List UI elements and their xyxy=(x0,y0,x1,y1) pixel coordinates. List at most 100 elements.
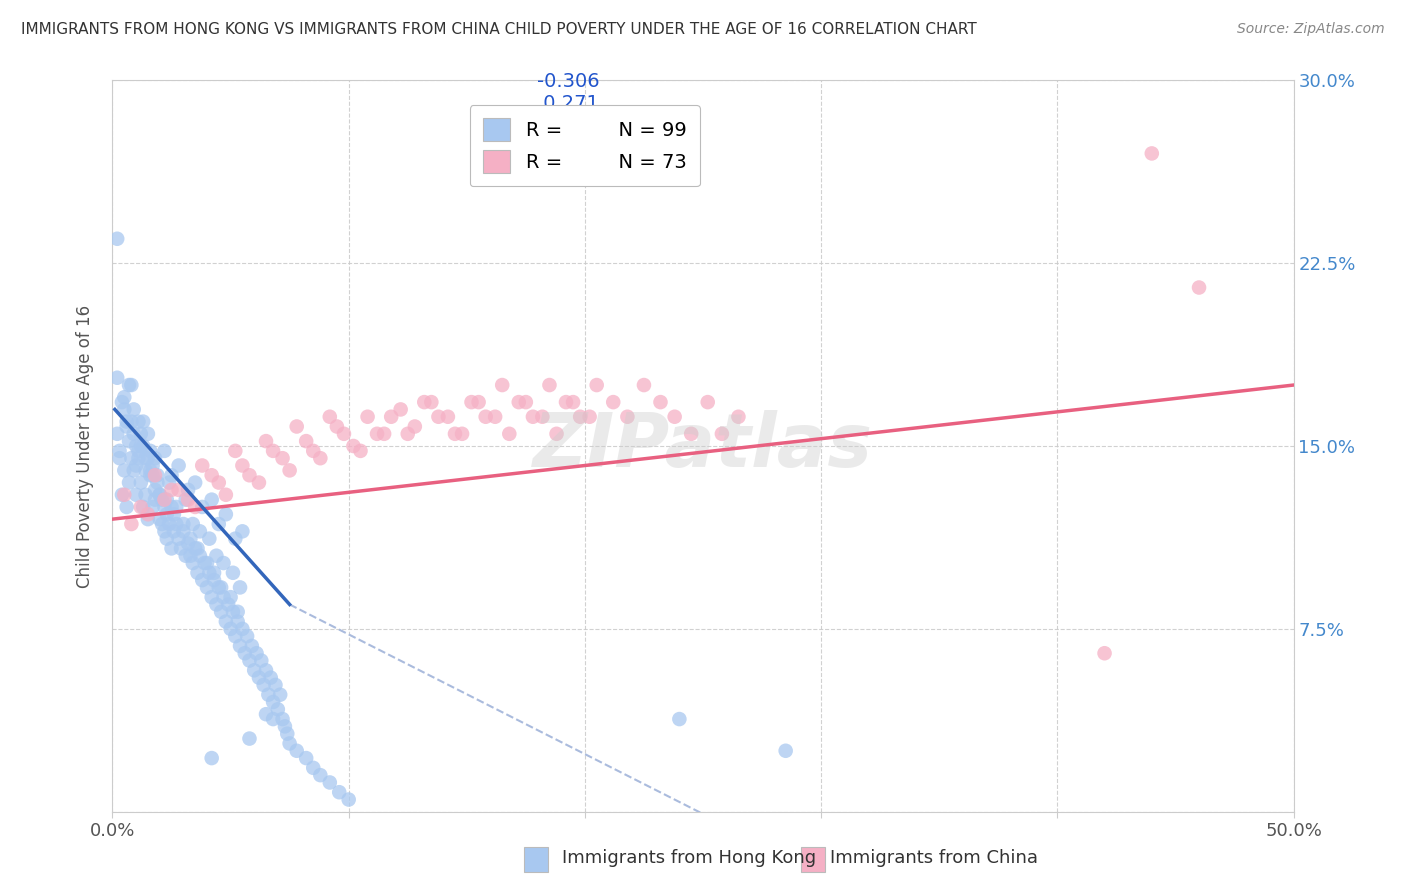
Point xyxy=(149,512,172,526)
Point xyxy=(389,402,412,417)
Point xyxy=(1188,280,1211,294)
Point xyxy=(226,605,249,619)
Point xyxy=(205,549,228,563)
Point xyxy=(120,415,142,429)
Point xyxy=(222,566,245,580)
Point xyxy=(143,468,166,483)
Point xyxy=(184,541,207,556)
Point xyxy=(188,524,211,539)
Point xyxy=(217,598,239,612)
Point xyxy=(555,395,578,409)
Point xyxy=(215,508,238,522)
Point xyxy=(127,415,149,429)
Point xyxy=(285,744,308,758)
Point xyxy=(491,378,513,392)
Point xyxy=(326,419,349,434)
Point xyxy=(328,785,350,799)
Point xyxy=(127,451,149,466)
Y-axis label: Child Poverty Under the Age of 16: Child Poverty Under the Age of 16 xyxy=(76,304,94,588)
Point xyxy=(474,409,496,424)
Point xyxy=(208,475,231,490)
Point xyxy=(139,443,162,458)
Legend: R =         N = 99, R =         N = 73: R = N = 99, R = N = 73 xyxy=(470,104,700,186)
Point xyxy=(201,468,224,483)
Point xyxy=(231,524,253,539)
Point xyxy=(201,590,224,604)
Point xyxy=(267,702,290,716)
Point xyxy=(146,475,169,490)
Point xyxy=(115,500,138,514)
Point xyxy=(309,768,332,782)
Point xyxy=(143,451,166,466)
Point xyxy=(215,488,238,502)
Point xyxy=(420,395,443,409)
Point xyxy=(274,719,297,733)
Point xyxy=(122,463,145,477)
Point xyxy=(186,541,208,556)
Point xyxy=(143,492,166,507)
Point xyxy=(150,492,173,507)
Point xyxy=(194,556,217,570)
Point xyxy=(111,488,134,502)
Point xyxy=(668,712,690,726)
Point xyxy=(396,426,419,441)
Point xyxy=(149,488,172,502)
Point xyxy=(177,483,200,497)
Point xyxy=(174,549,197,563)
Point xyxy=(602,395,624,409)
Point xyxy=(1140,146,1163,161)
Point xyxy=(108,443,131,458)
Point xyxy=(254,434,277,449)
Point xyxy=(233,646,256,660)
Point xyxy=(146,468,169,483)
Point xyxy=(337,792,360,806)
Point xyxy=(231,622,253,636)
Point xyxy=(460,395,482,409)
Point xyxy=(285,419,308,434)
Point xyxy=(160,483,183,497)
Point xyxy=(191,458,214,473)
Point xyxy=(413,395,436,409)
Point xyxy=(139,463,162,477)
Point xyxy=(569,409,592,424)
Point xyxy=(172,516,194,531)
Point xyxy=(380,409,402,424)
Point xyxy=(531,409,554,424)
Point xyxy=(198,532,221,546)
Text: Source: ZipAtlas.com: Source: ZipAtlas.com xyxy=(1237,22,1385,37)
Point xyxy=(135,451,157,466)
Text: IMMIGRANTS FROM HONG KONG VS IMMIGRANTS FROM CHINA CHILD POVERTY UNDER THE AGE O: IMMIGRANTS FROM HONG KONG VS IMMIGRANTS … xyxy=(21,22,977,37)
Text: -0.306: -0.306 xyxy=(537,71,600,90)
Point xyxy=(179,549,201,563)
Point xyxy=(616,409,638,424)
Point xyxy=(562,395,585,409)
Point xyxy=(243,663,266,677)
Point xyxy=(191,573,214,587)
Point xyxy=(188,549,211,563)
Point xyxy=(269,688,291,702)
Point xyxy=(167,532,190,546)
Point xyxy=(129,426,152,441)
Point xyxy=(129,500,152,514)
Text: ZIPatlas: ZIPatlas xyxy=(533,409,873,483)
Point xyxy=(276,727,298,741)
Point xyxy=(215,615,238,629)
Point xyxy=(118,378,141,392)
Point xyxy=(349,443,371,458)
Point xyxy=(191,500,214,514)
Point xyxy=(125,458,148,473)
Point xyxy=(127,443,149,458)
Point xyxy=(120,516,142,531)
Point xyxy=(219,622,242,636)
Point xyxy=(184,475,207,490)
Point xyxy=(238,731,260,746)
Point xyxy=(236,629,259,643)
Point xyxy=(209,581,232,595)
Point xyxy=(295,751,318,765)
Point xyxy=(174,492,197,507)
Point xyxy=(650,395,672,409)
Point xyxy=(115,415,138,429)
Point xyxy=(149,488,172,502)
Point xyxy=(212,556,235,570)
Point xyxy=(238,654,260,668)
